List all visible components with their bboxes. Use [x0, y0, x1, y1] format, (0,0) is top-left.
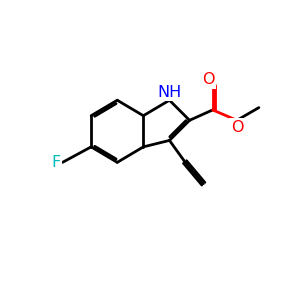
Text: F: F: [52, 155, 61, 170]
Text: NH: NH: [157, 85, 182, 100]
Text: O: O: [231, 120, 243, 135]
Text: O: O: [202, 72, 214, 87]
